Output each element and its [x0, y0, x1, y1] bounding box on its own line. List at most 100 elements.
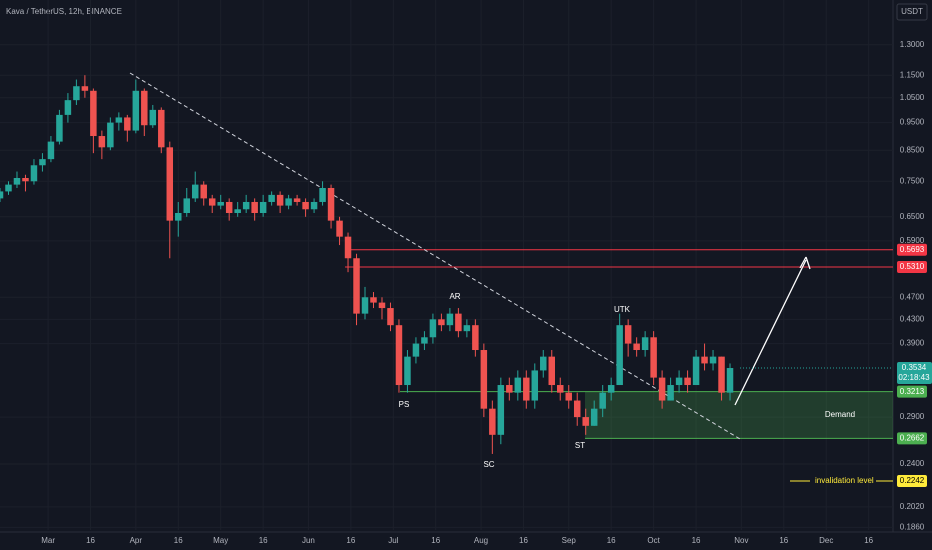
- candle-body: [370, 297, 377, 303]
- candle-body: [56, 114, 63, 142]
- candle-body: [39, 159, 46, 166]
- candle-body: [319, 187, 326, 202]
- candle-body: [30, 165, 38, 182]
- candle-body: [675, 377, 683, 386]
- candle-body: [158, 109, 165, 148]
- candle-body: [480, 350, 488, 409]
- candle-body: [692, 356, 700, 386]
- y-tick-label: 1.1500: [900, 70, 925, 79]
- level-label-box: [897, 474, 927, 487]
- level-label-box: [897, 385, 927, 398]
- candle-body: [242, 201, 250, 210]
- candle-body: [276, 194, 284, 206]
- x-tick-label: Oct: [647, 536, 660, 545]
- y-tick-label: 0.3900: [900, 339, 925, 348]
- candle-body: [531, 370, 539, 401]
- candle-body: [514, 377, 522, 393]
- level-label: 0.2242: [900, 476, 925, 485]
- candle-body: [293, 198, 301, 202]
- demand-zone: [585, 391, 893, 439]
- candle-body: [421, 337, 428, 344]
- candle-body: [22, 177, 29, 182]
- candle-body: [183, 198, 190, 214]
- level-label: 0.5693: [900, 245, 925, 254]
- x-tick-label: 16: [779, 536, 788, 545]
- x-tick-label: May: [213, 536, 228, 545]
- candle-body: [285, 198, 292, 206]
- candle-body: [191, 184, 199, 199]
- candle-body: [361, 297, 369, 314]
- candle-body: [90, 90, 97, 137]
- candle-body: [582, 417, 589, 426]
- candle-body: [268, 194, 275, 202]
- candle-body: [0, 191, 4, 199]
- candle-body: [607, 385, 615, 393]
- candle-body: [438, 319, 445, 326]
- candle-body: [47, 141, 55, 160]
- candle-body: [5, 184, 12, 192]
- level-label: 0.5310: [900, 262, 925, 271]
- x-tick-label: 16: [607, 536, 616, 545]
- x-tick-label: Aug: [474, 536, 488, 545]
- x-tick-label: 16: [174, 536, 183, 545]
- candle-body: [523, 377, 530, 401]
- y-tick-label: 0.1860: [900, 522, 925, 531]
- x-tick-label: Nov: [734, 536, 748, 545]
- candle-body: [590, 408, 598, 426]
- candle-body: [429, 319, 437, 338]
- y-tick-label: 0.4300: [900, 314, 925, 323]
- arrow-head: [799, 256, 811, 270]
- x-tick-label: Mar: [41, 536, 55, 545]
- currency-button[interactable]: [896, 3, 928, 21]
- candle-body: [463, 325, 471, 332]
- candle-body: [540, 356, 547, 371]
- candle-body: [115, 117, 123, 123]
- candle-body: [217, 201, 224, 206]
- x-tick-label: 16: [86, 536, 95, 545]
- candle-body: [395, 325, 403, 386]
- candle-body: [548, 356, 556, 386]
- y-tick-label: 0.7500: [900, 176, 925, 185]
- x-tick-label: 16: [431, 536, 440, 545]
- y-tick-label: 1.0500: [900, 93, 925, 102]
- trendline: [129, 72, 741, 440]
- candle-body: [175, 213, 182, 221]
- candle-body: [387, 308, 394, 326]
- x-tick-label: Dec: [819, 536, 833, 545]
- candle-body: [166, 147, 174, 221]
- candle-body: [701, 356, 708, 364]
- projection-arrow: [734, 259, 807, 406]
- candle-body: [234, 209, 241, 214]
- candle-body: [200, 184, 207, 199]
- x-tick-label: 16: [259, 536, 268, 545]
- annotation: SC: [483, 460, 494, 469]
- candle-body: [658, 377, 666, 401]
- candle-body: [599, 392, 606, 409]
- candle-body: [132, 90, 140, 131]
- currency[interactable]: USDT: [901, 7, 923, 16]
- level-label: 0.2662: [900, 433, 925, 442]
- candle-body: [107, 122, 114, 148]
- last-price-box: [897, 362, 932, 385]
- candle-body: [667, 385, 674, 401]
- y-tick-label: 0.5900: [900, 236, 925, 245]
- candle-body: [225, 201, 233, 214]
- candle-body: [353, 258, 360, 314]
- annotation: PS: [399, 400, 410, 409]
- annotation: UTK: [614, 305, 631, 314]
- candle-body: [633, 343, 640, 351]
- candle-body: [302, 201, 309, 210]
- y-tick-label: 0.2900: [900, 412, 925, 421]
- chart-title: Kava / TetherUS, 12h, BINANCE: [6, 7, 122, 16]
- candle-body: [149, 109, 157, 126]
- level-label-box: [897, 243, 927, 256]
- candle-body: [81, 86, 89, 91]
- x-tick-label: 16: [346, 536, 355, 545]
- zone-label: Demand: [825, 410, 855, 419]
- candle-body: [506, 385, 513, 393]
- x-tick-label: Sep: [562, 536, 577, 545]
- x-tick-label: 16: [864, 536, 873, 545]
- candle-body: [378, 302, 386, 309]
